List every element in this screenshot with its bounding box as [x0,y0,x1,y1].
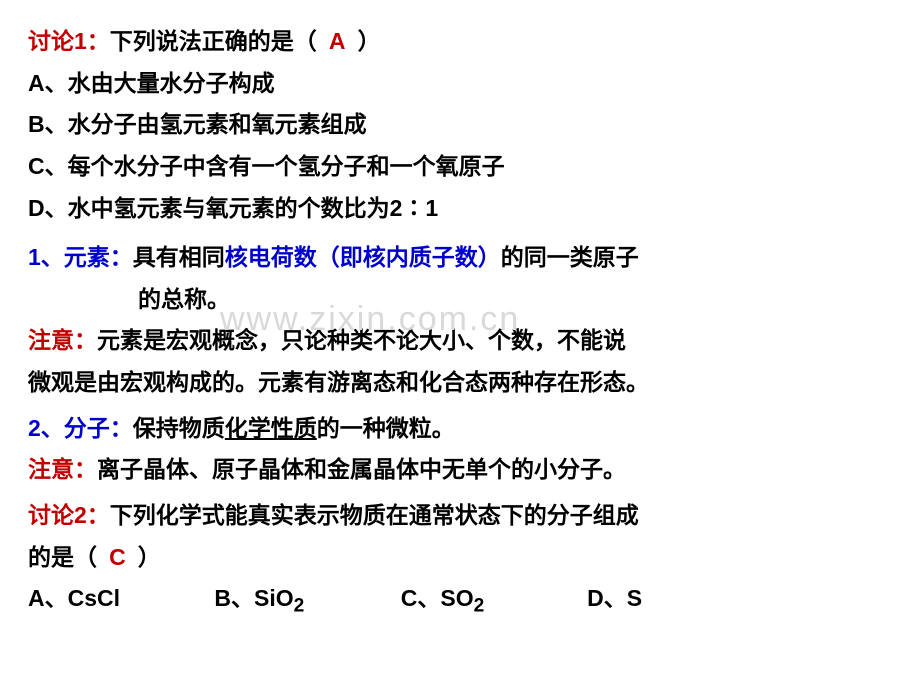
q1-stem-after: ） [358,28,381,54]
def1-part1: 具有相同 [133,244,225,270]
def1-line2: 的总称。 [28,282,892,318]
q2-options-row: A、CsCl B、SiO2 C、SO2 D、S [28,581,892,621]
q1-option-c: C、每个水分子中含有一个氢分子和一个氧原子 [28,149,892,185]
q1-stem-before: 下列说法正确的是（ [110,28,317,54]
def1-highlight: 核电荷数（即核内质子数） [225,244,501,270]
note1-label: 注意： [28,327,97,353]
def1-line1: 1、元素：具有相同核电荷数（即核内质子数）的同一类原子 [28,240,892,276]
def1-label: 1、元素： [28,244,133,270]
q1-option-b: B、水分子由氢元素和氧元素组成 [28,107,892,143]
q2-option-c-text: C、SO [401,581,474,617]
q2-option-b: B、SiO2 [214,581,394,621]
q2-answer: C [103,540,131,576]
q2-option-a: A、CsCl [28,581,208,617]
q2-label: 讨论2： [28,502,110,528]
q2-stem-after: ） [138,544,161,570]
q1-answer: A [323,24,351,60]
note1-line2: 微观是由宏观构成的。元素有游离态和化合态两种存在形态。 [28,365,892,401]
q1-stem: 讨论1：下列说法正确的是（ A ） [28,24,892,60]
note1-text1: 元素是宏观概念，只论种类不论大小、个数，不能说 [97,327,626,353]
q2-option-c-sub: 2 [474,596,485,617]
note2-text: 离子晶体、原子晶体和金属晶体中无单个的小分子。 [97,456,626,482]
q2-option-d: D、S [587,581,707,617]
note2-line: 注意：离子晶体、原子晶体和金属晶体中无单个的小分子。 [28,452,892,488]
q2-option-b-sub: 2 [294,596,305,617]
note2-label: 注意： [28,456,97,482]
q2-stem-line1: 讨论2：下列化学式能真实表示物质在通常状态下的分子组成 [28,498,892,534]
q1-label: 讨论1： [28,28,110,54]
def2-label: 2、分子： [28,415,133,441]
q2-option-c: C、SO2 [401,581,581,621]
note1-line1: 注意：元素是宏观概念，只论种类不论大小、个数，不能说 [28,323,892,359]
q2-stem1: 下列化学式能真实表示物质在通常状态下的分子组成 [110,502,639,528]
q1-option-d: D、水中氢元素与氧元素的个数比为2∶1 [28,191,892,227]
q1-option-a: A、水由大量水分子构成 [28,66,892,102]
def2-underline: 化学性质 [225,415,317,441]
q2-stem-before: 的是（ [28,544,97,570]
q2-option-b-text: B、SiO [214,581,293,617]
def1-part2: 的同一类原子 [501,244,639,270]
def2-part2: 的一种微粒。 [317,415,455,441]
def2-line: 2、分子：保持物质化学性质的一种微粒。 [28,411,892,447]
def2-part1: 保持物质 [133,415,225,441]
q2-stem-line2: 的是（ C ） [28,540,892,576]
